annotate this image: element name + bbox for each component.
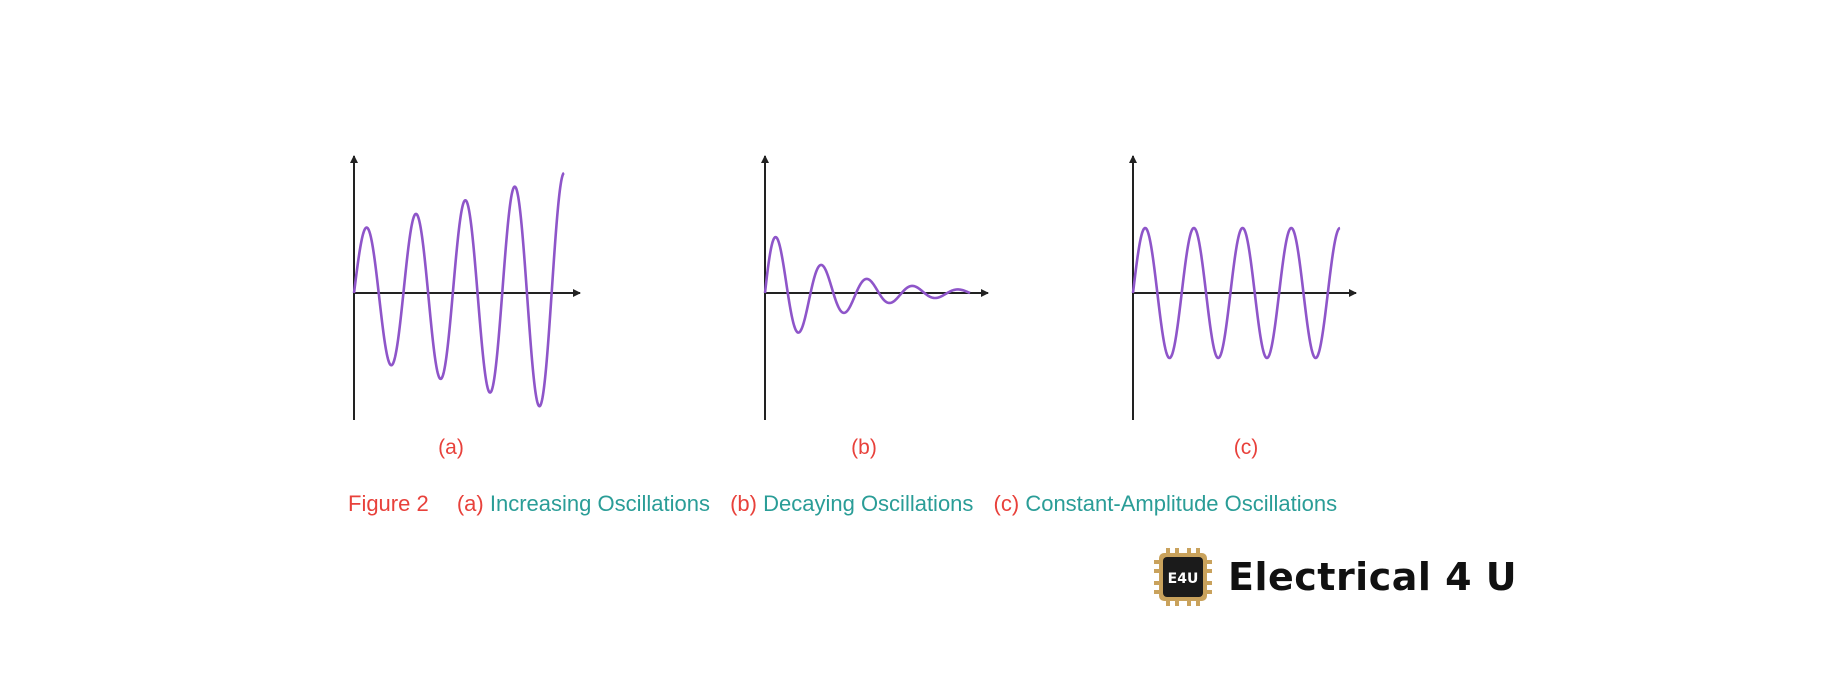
chip-badge-icon: E4U: [1154, 548, 1212, 606]
logo-wordmark: Electrical 4 U: [1228, 555, 1518, 599]
caption-c-text: Constant-Amplitude Oscillations: [1025, 491, 1338, 516]
caption-b-text: Decaying Oscillations: [763, 491, 974, 516]
panel-a-graph: [350, 155, 581, 420]
panel-c-label: (c): [1233, 436, 1259, 459]
caption-c-marker: (c): [993, 491, 1020, 516]
figure-number: Figure 2: [348, 491, 429, 516]
logo-badge-text: E4U: [1168, 571, 1199, 587]
caption-a-text: Increasing Oscillations: [489, 491, 710, 516]
figure-caption: Figure 2 (a) Increasing Oscillations (b)…: [348, 491, 1337, 517]
panel-a-waveform: [352, 171, 565, 408]
panel-b-waveform: [763, 235, 971, 334]
panel-a-label: (a): [438, 436, 464, 459]
panel-b-label: (b): [851, 436, 877, 459]
panel-c-graph: [1129, 155, 1357, 420]
panel-b-graph: [761, 155, 989, 420]
panel-c-waveform: [1131, 226, 1341, 360]
caption-b-marker: (b): [730, 491, 757, 516]
caption-a-marker: (a): [456, 491, 484, 516]
electrical4u-logo: E4U Electrical 4 U: [1152, 546, 1517, 608]
